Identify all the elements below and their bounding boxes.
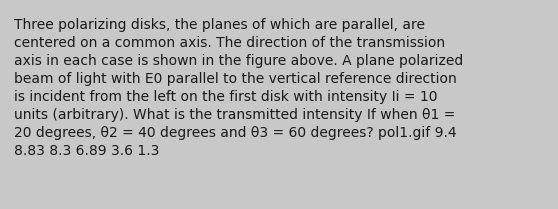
Text: Three polarizing disks, the planes of which are parallel, are
centered on a comm: Three polarizing disks, the planes of wh… bbox=[14, 18, 463, 158]
